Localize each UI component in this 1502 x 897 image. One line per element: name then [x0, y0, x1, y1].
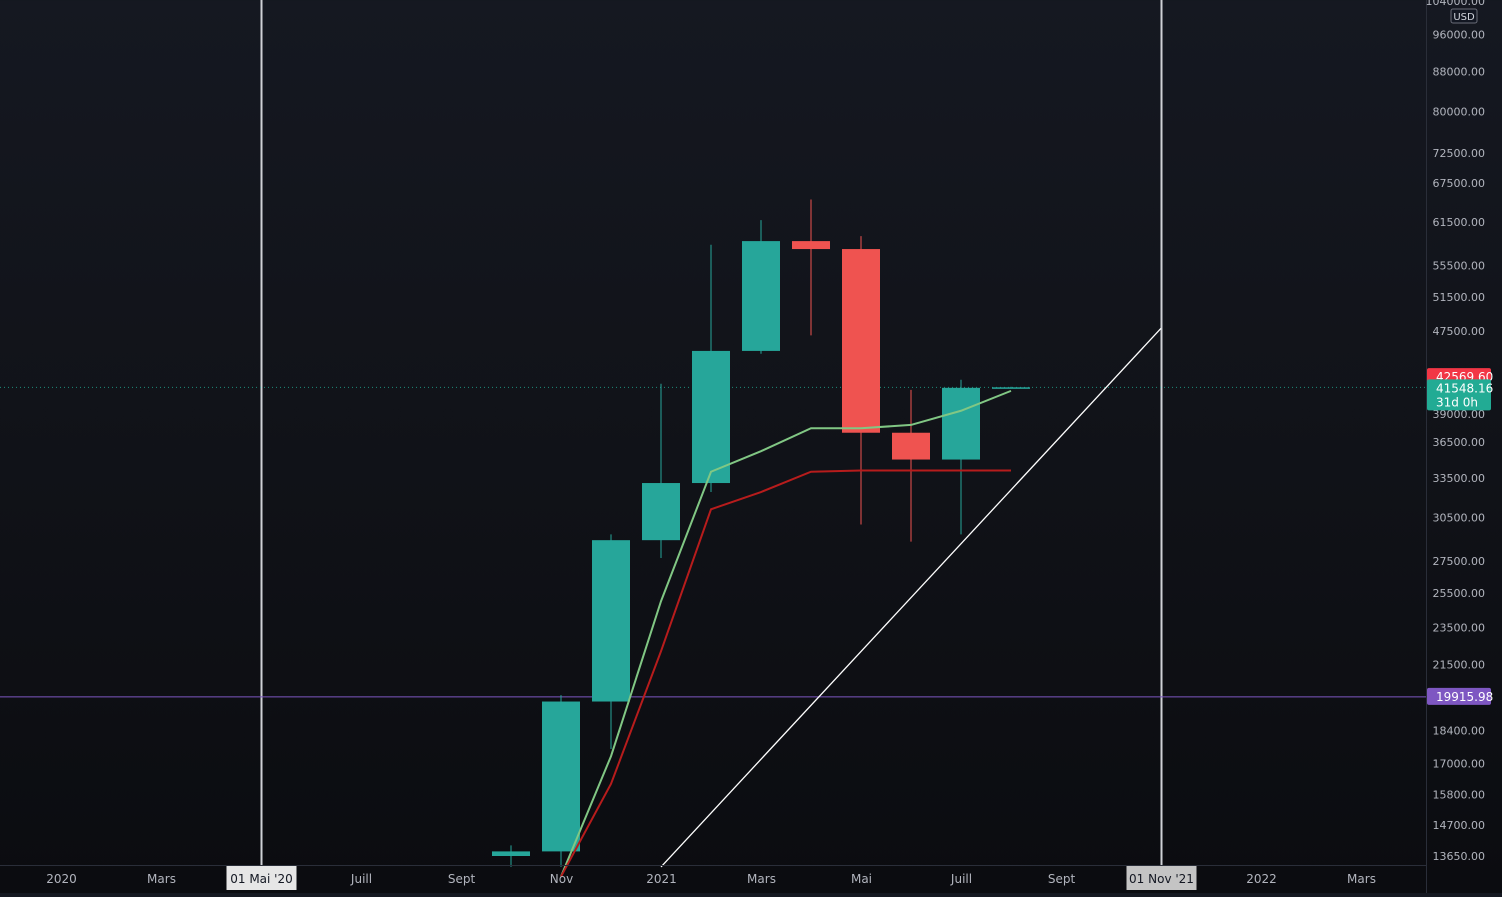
- price-tick-label: 14700.00: [1433, 819, 1486, 832]
- time-tick-label: 01 Nov '21: [1129, 872, 1194, 886]
- candle-body: [642, 483, 680, 540]
- candle-body: [492, 851, 530, 856]
- time-tick-label: Mars: [147, 872, 176, 886]
- price-tick-label: 33500.00: [1433, 472, 1486, 485]
- price-tick-label: 21500.00: [1433, 659, 1486, 672]
- candle-body: [992, 387, 1030, 389]
- price-tick-label: 51500.00: [1433, 291, 1486, 304]
- price-label-text: 41548.16: [1436, 381, 1493, 395]
- price-tick-label: 23500.00: [1433, 621, 1486, 634]
- time-tick-label: Mai: [851, 872, 872, 886]
- hline-label-text: 19915.98: [1436, 690, 1493, 704]
- price-tick-label: 13650.00: [1433, 850, 1486, 863]
- candle-body: [942, 388, 980, 460]
- candle-body: [842, 249, 880, 433]
- candle-body: [892, 433, 930, 460]
- time-tick-label: Juill: [350, 872, 372, 886]
- candles: [492, 200, 1030, 867]
- time-tick-label: Mars: [1347, 872, 1376, 886]
- candle-body: [792, 241, 830, 249]
- price-tick-label: 67500.00: [1433, 177, 1486, 190]
- price-tick-label: 88000.00: [1433, 65, 1486, 78]
- time-tick-label: Sept: [448, 872, 476, 886]
- time-tick-label: Sept: [1048, 872, 1076, 886]
- time-tick-label: Mars: [747, 872, 776, 886]
- time-tick-label: Juill: [950, 872, 972, 886]
- price-tick-label: 36500.00: [1433, 436, 1486, 449]
- price-tick-label: 18400.00: [1433, 724, 1486, 737]
- price-tick-label: 96000.00: [1433, 29, 1486, 42]
- time-tick-label: 01 Mai '20: [230, 872, 293, 886]
- candle-body: [742, 241, 780, 351]
- price-tick-label: 61500.00: [1433, 216, 1486, 229]
- candle-body: [542, 702, 580, 852]
- candle-body: [592, 540, 630, 701]
- time-tick-label: 2021: [646, 872, 677, 886]
- price-tick-label: 104000.00: [1426, 0, 1486, 8]
- price-tick-label: 72500.00: [1433, 147, 1486, 160]
- price-axis: 104000.00 96000.00 88000.00 80000.00 72500.0…: [1426, 0, 1502, 893]
- price-tick-label: 15800.00: [1433, 788, 1486, 801]
- currency-label: USD: [1453, 12, 1475, 23]
- time-tick-label: Nov: [550, 872, 573, 886]
- time-axis: 2020 Mars 01 Mai '20 Juill Sept Nov 2021 Mars Ma…: [0, 866, 1426, 891]
- price-tick-label: 80000.00: [1433, 105, 1486, 118]
- price-tick-label: 30500.00: [1433, 511, 1486, 524]
- countdown-label: 31d 0h: [1436, 395, 1478, 409]
- candle-body: [692, 351, 730, 483]
- price-tick-label: 55500.00: [1433, 259, 1486, 272]
- price-tick-label: 47500.00: [1433, 325, 1486, 338]
- price-tick-label: 27500.00: [1433, 555, 1486, 568]
- price-tick-label: 25500.00: [1433, 587, 1486, 600]
- price-tick-label: 17000.00: [1433, 758, 1486, 771]
- time-tick-label: 2020: [46, 872, 77, 886]
- time-tick-label: 2022: [1246, 872, 1277, 886]
